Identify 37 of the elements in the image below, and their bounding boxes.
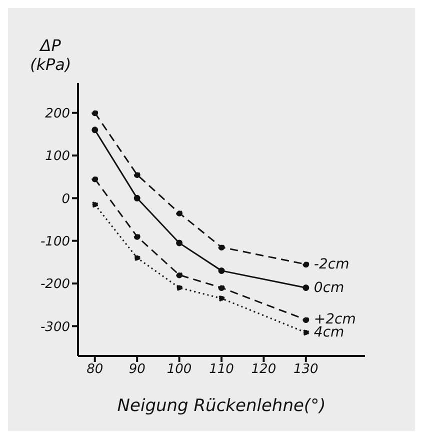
x-tick-label: 90 [128, 362, 146, 378]
point [176, 272, 183, 278]
y-tick-label: 0 [62, 192, 70, 207]
y-tick-label: -100 [40, 234, 70, 250]
point [176, 210, 183, 216]
point [92, 176, 98, 182]
point [218, 267, 225, 274]
point [134, 194, 140, 202]
x-tick-label: 120 [251, 362, 276, 378]
point [302, 284, 310, 291]
series-label: 0cm [314, 280, 344, 296]
point [92, 126, 98, 134]
point [218, 284, 225, 291]
x-axis-title: Neigung Rückenlehne(°) [117, 396, 326, 416]
x-tick-label: 100 [166, 362, 192, 378]
series-label: -2cm [314, 256, 350, 272]
series-label: 4cm [314, 324, 344, 341]
point [92, 110, 98, 116]
point [302, 316, 310, 323]
x-tick-label: 130 [294, 362, 318, 378]
y-axis-title: ΔP (kPa) [30, 36, 72, 74]
point [134, 171, 140, 178]
point [302, 261, 310, 268]
point [218, 244, 225, 250]
y-tick-label: 100 [45, 149, 70, 164]
point [302, 329, 310, 336]
point [176, 240, 183, 246]
point [92, 201, 98, 208]
point [134, 254, 140, 262]
point [176, 284, 183, 291]
point [134, 233, 140, 240]
y-tick-label: -200 [40, 277, 70, 292]
y-tick-label: -300 [40, 320, 70, 335]
x-tick-label: 80 [86, 362, 104, 378]
x-tick-label: 110 [209, 362, 234, 378]
y-tick-label: 200 [45, 106, 70, 122]
point [218, 295, 225, 302]
